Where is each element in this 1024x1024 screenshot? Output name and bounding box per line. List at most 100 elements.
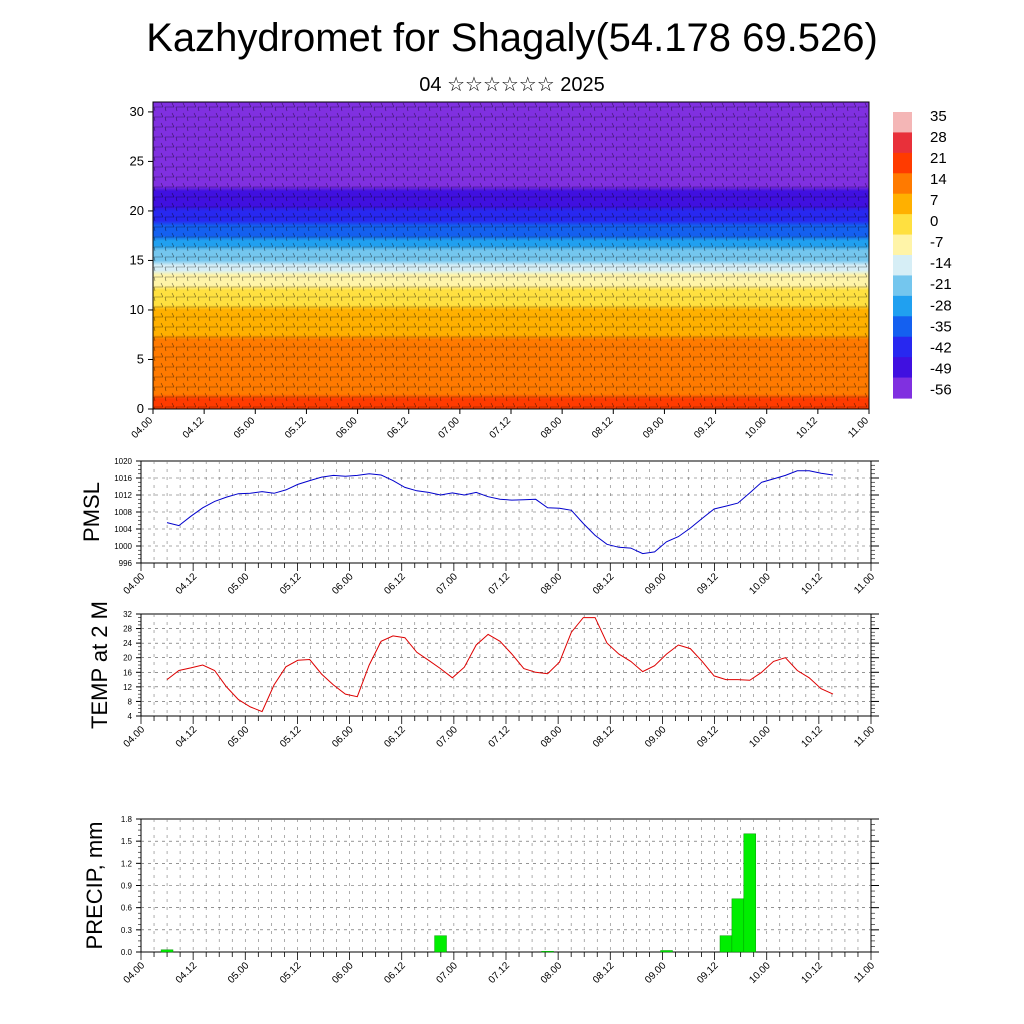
x-tick-label: 06.00 [330, 571, 356, 597]
colorbar-swatch [893, 214, 912, 236]
y-tick-label: 28 [123, 625, 132, 634]
colorbar-label: -14 [930, 255, 952, 272]
y-tick-label: 1.8 [121, 815, 133, 824]
y-tick-label: 1000 [114, 542, 132, 551]
colorbar-label: -21 [930, 276, 952, 293]
y-tick-label: 1.5 [121, 837, 133, 846]
y-tick-label: 5 [137, 351, 144, 366]
temperature-colorbar: 35 28 21 14 7 0 -7 -14 -21 -28 -35 -42 -49 -56 [893, 108, 952, 399]
y-tick-label: 15 [130, 252, 144, 267]
y-tick-label: 24 [123, 639, 132, 648]
colorbar-swatch [893, 193, 912, 215]
y-tick-label: 1016 [114, 474, 132, 483]
x-tick-label: 04.00 [122, 724, 148, 750]
precip-bar [541, 951, 554, 953]
colorbar-label: 28 [930, 129, 947, 146]
temp2m-line [166, 617, 834, 713]
y-tick-label: 1004 [114, 525, 132, 534]
y-tick-label: 1020 [114, 457, 132, 466]
y-tick-label: 4 [128, 712, 133, 721]
y-tick-label: 8 [128, 697, 133, 706]
x-tick-label: 09.00 [641, 415, 667, 441]
y-tick-label: 32 [123, 610, 132, 619]
x-tick-label: 08.00 [539, 960, 565, 986]
y-tick-label: 1008 [114, 508, 132, 517]
x-tick-label: 05.12 [278, 571, 304, 597]
x-tick-label: 08.12 [590, 415, 616, 441]
y-tick-label: 10 [130, 302, 144, 317]
precip-bar [719, 935, 733, 953]
x-tick-label: 06.00 [330, 960, 356, 986]
colorbar-label: 21 [930, 150, 947, 167]
y-tick-label: 0 [137, 401, 144, 416]
x-tick-label: 04.12 [174, 960, 200, 986]
x-tick-label: 10.00 [747, 571, 773, 597]
colorbar-swatch [893, 234, 912, 256]
y-tick-label: 1.2 [121, 859, 133, 868]
colorbar-label: -7 [930, 234, 943, 251]
precip-bar [731, 898, 745, 953]
x-tick-label: 10.00 [747, 724, 773, 750]
x-tick-label: 11.00 [852, 960, 877, 985]
x-tick-label: 07.00 [437, 415, 463, 441]
x-tick-label: 09.12 [695, 724, 721, 750]
x-tick-label: 11.00 [852, 571, 877, 596]
chart-subtitle: 04 ☆☆☆☆☆☆ 2025 [419, 74, 605, 96]
y-tick-label: 20 [130, 203, 144, 218]
x-tick-label: 09.00 [643, 724, 669, 750]
x-tick-label: 11.00 [852, 724, 877, 749]
y-axis-label: TEMP at 2 M [87, 601, 112, 729]
x-tick-label: 07.00 [435, 571, 461, 597]
y-tick-label: 16 [123, 668, 132, 677]
y-tick-label: 0.6 [121, 904, 133, 913]
x-tick-label: 05.12 [283, 415, 309, 441]
x-tick-label: 04.00 [122, 960, 148, 986]
x-tick-label: 08.12 [591, 571, 617, 597]
y-tick-label: 0.3 [121, 926, 133, 935]
x-tick-label: 06.00 [334, 415, 360, 441]
y-tick-label: 0.9 [121, 882, 133, 891]
y-tick-label: 20 [123, 654, 132, 663]
x-tick-label: 08.12 [591, 960, 617, 986]
y-tick-label: 25 [130, 153, 144, 168]
y-tick-label: 1012 [114, 491, 132, 500]
x-tick-label: 04.12 [174, 571, 200, 597]
precip-bar [660, 950, 673, 953]
colorbar-swatch [893, 336, 912, 358]
colorbar-label: -28 [930, 297, 952, 314]
pmsl-panel: 996 1000 1004 1008 1012 1016 1020 04.00 04.12 05.… [79, 457, 879, 597]
colorbar-swatch [893, 377, 912, 399]
x-tick-label: 07.00 [435, 960, 461, 986]
x-tick-label: 10.00 [743, 415, 769, 441]
y-tick-label: 996 [119, 559, 133, 568]
chart-title: Kazhydromet for Shagaly(54.178 69.526) [146, 16, 878, 60]
x-tick-label: 04.12 [174, 724, 200, 750]
x-tick-label: 04.12 [181, 415, 207, 441]
pmsl-line [166, 470, 834, 555]
precip-panel: 0.0 0.3 0.6 0.9 1.2 1.5 1.8 04.00 04.12 05.00 05.1… [82, 815, 879, 986]
colorbar-label: -56 [930, 381, 952, 398]
x-tick-label: 10.12 [800, 724, 826, 750]
x-tick-label: 07.12 [487, 724, 513, 750]
x-tick-label: 06.00 [330, 724, 356, 750]
x-tick-label: 06.12 [382, 571, 408, 597]
colorbar-swatch [893, 295, 912, 317]
x-tick-label: 10.12 [800, 571, 826, 597]
x-tick-label: 08.00 [539, 724, 565, 750]
x-tick-label: 08.12 [591, 724, 617, 750]
colorbar-label: 0 [930, 213, 938, 230]
colorbar-swatch [893, 112, 912, 134]
colorbar-label: -35 [930, 318, 952, 335]
colorbar-swatch [893, 316, 912, 338]
x-tick-label: 09.12 [695, 571, 721, 597]
x-tick-label: 05.00 [226, 724, 252, 750]
x-tick-label: 07.00 [435, 724, 461, 750]
x-tick-label: 06.12 [382, 724, 408, 750]
x-tick-label: 05.00 [226, 960, 252, 986]
precip-bar [743, 833, 756, 953]
x-tick-label: 05.12 [278, 960, 304, 986]
x-tick-label: 04.00 [122, 571, 148, 597]
y-tick-label: 12 [123, 683, 132, 692]
wind-barbs [153, 102, 869, 409]
